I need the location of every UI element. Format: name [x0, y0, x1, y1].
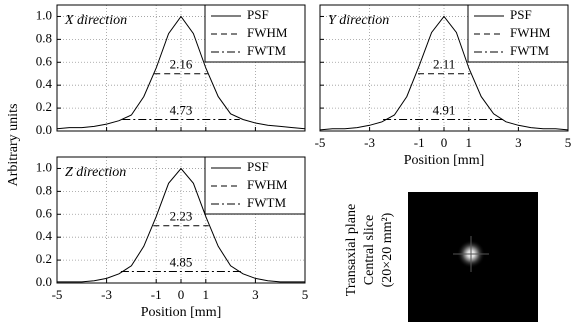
width-label: 4.73	[170, 103, 193, 118]
y-tick-label: 0.6	[36, 205, 53, 220]
y-axis-label: Arbitrary units	[6, 104, 21, 187]
legend-label: FWHM	[247, 177, 288, 192]
image-caption: Central slice	[362, 215, 377, 285]
y-tick-label: 0.2	[36, 99, 52, 114]
y-tick-label: 1.0	[36, 159, 52, 174]
legend-label: FWTM	[247, 195, 286, 210]
y-tick-label: 0.2	[36, 251, 52, 266]
y-tick-label: 0.8	[36, 182, 52, 197]
y-tick-label: 0.6	[36, 53, 53, 68]
y-tick-label: 0.4	[36, 228, 53, 243]
width-label: 2.16	[170, 57, 193, 72]
x-tick-label: 0	[178, 287, 185, 302]
x-axis-label: Position [mm]	[141, 305, 222, 320]
legend-label: FWHM	[247, 25, 288, 40]
x-tick-label: -5	[315, 135, 326, 150]
legend-label: PSF	[247, 7, 269, 22]
x-axis-label: Position [mm]	[404, 153, 485, 168]
x-tick-label: 0	[441, 135, 448, 150]
y-tick-label: 0.4	[36, 76, 53, 91]
legend-label: FWTM	[247, 43, 286, 58]
x-tick-label: -1	[151, 287, 162, 302]
width-label: 4.85	[170, 255, 193, 270]
width-label: 4.91	[433, 103, 456, 118]
image-caption: Transaxial plane	[344, 204, 359, 296]
x-tick-label: 5	[565, 135, 571, 150]
x-tick-label: -3	[101, 287, 112, 302]
legend-label: PSF	[510, 7, 532, 22]
x-tick-label: 5	[302, 287, 309, 302]
y-tick-label: 0.0	[36, 122, 52, 137]
image-caption: (20×20 mm²)	[380, 212, 395, 287]
panel-title: X direction	[64, 13, 127, 28]
x-tick-label: 1	[203, 287, 210, 302]
width-label: 2.23	[170, 209, 193, 224]
x-tick-label: 3	[515, 135, 522, 150]
width-label: 2.11	[433, 57, 455, 72]
y-tick-label: 1.0	[36, 7, 52, 22]
x-tick-label: 3	[252, 287, 259, 302]
figure: Arbitrary units Transaxial plane Central…	[0, 0, 571, 329]
y-tick-label: 0.0	[36, 274, 52, 289]
x-tick-label: 1	[466, 135, 473, 150]
panel-title: Z direction	[65, 165, 126, 180]
legend-label: PSF	[247, 159, 269, 174]
legend-label: FWHM	[510, 25, 551, 40]
panel-title: Y direction	[328, 13, 389, 28]
x-tick-label: -5	[52, 287, 63, 302]
x-tick-label: -1	[414, 135, 425, 150]
legend-label: FWTM	[510, 43, 549, 58]
x-tick-label: -3	[364, 135, 375, 150]
y-tick-label: 0.8	[36, 30, 52, 45]
